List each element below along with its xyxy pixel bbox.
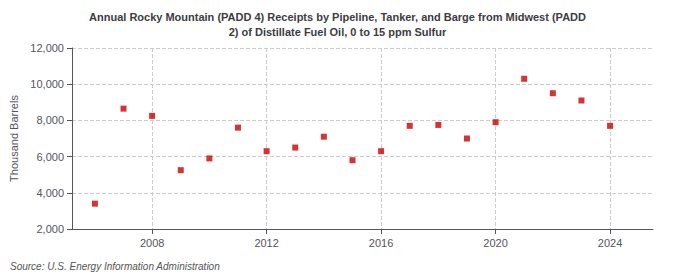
svg-text:2) of Distillate Fuel Oil, 0 t: 2) of Distillate Fuel Oil, 0 to 15 ppm S…: [229, 26, 447, 38]
svg-text:Thousand Barrels: Thousand Barrels: [8, 95, 20, 182]
svg-text:6,000: 6,000: [36, 151, 64, 163]
svg-text:2024: 2024: [598, 237, 622, 249]
svg-text:2016: 2016: [369, 237, 393, 249]
svg-text:8,000: 8,000: [36, 114, 64, 126]
svg-text:4,000: 4,000: [36, 187, 64, 199]
svg-text:Annual Rocky Mountain (PADD 4): Annual Rocky Mountain (PADD 4) Receipts …: [89, 11, 586, 23]
svg-text:10,000: 10,000: [30, 78, 64, 90]
svg-text:2020: 2020: [483, 237, 507, 249]
svg-text:Source: U.S. Energy Informatio: Source: U.S. Energy Information Administ…: [10, 261, 220, 272]
svg-text:2,000: 2,000: [36, 223, 64, 235]
svg-text:2008: 2008: [140, 237, 164, 249]
svg-text:12,000: 12,000: [30, 42, 64, 54]
svg-text:2012: 2012: [254, 237, 278, 249]
